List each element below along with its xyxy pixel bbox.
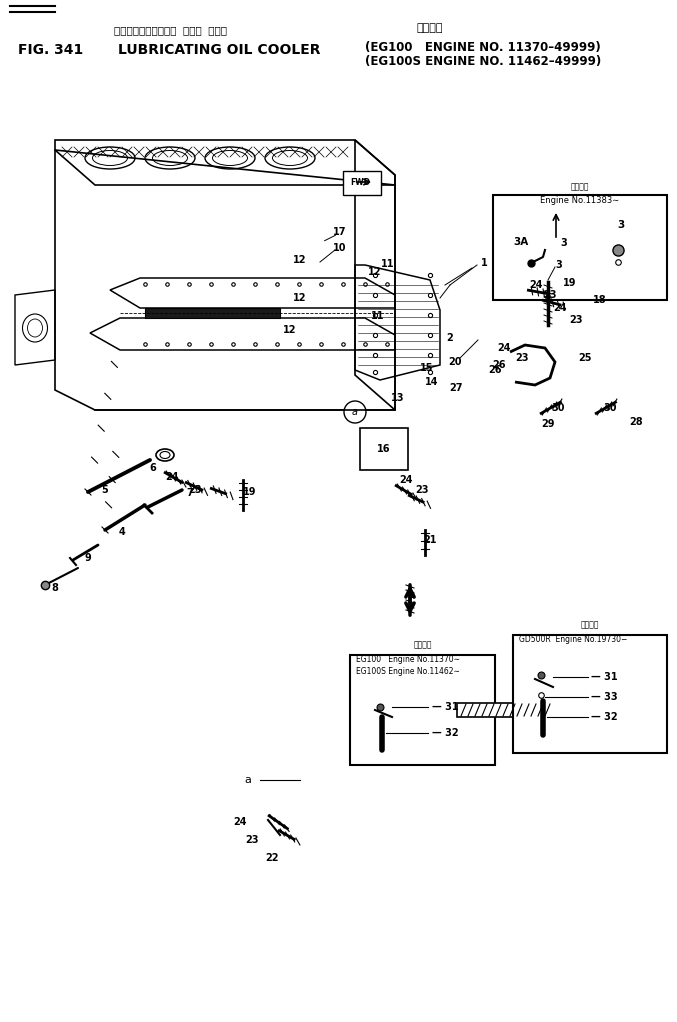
Text: 20: 20	[448, 357, 462, 367]
Text: 14: 14	[425, 377, 439, 387]
Text: 3: 3	[560, 238, 567, 248]
Text: 23: 23	[569, 315, 583, 325]
Text: (EG100S ENGINE NO. 11462–49999): (EG100S ENGINE NO. 11462–49999)	[365, 54, 601, 67]
Text: 24: 24	[165, 472, 179, 482]
Text: — 31: — 31	[591, 672, 617, 682]
Text: GD500R  Engine No.19730−: GD500R Engine No.19730−	[519, 635, 628, 644]
Text: 29: 29	[541, 419, 554, 429]
Text: 24: 24	[399, 475, 413, 485]
Text: 12: 12	[293, 293, 307, 303]
Text: 16: 16	[377, 444, 391, 454]
Text: 19: 19	[563, 278, 577, 288]
Text: 23: 23	[415, 485, 429, 495]
Text: 23: 23	[245, 835, 259, 845]
Text: Engine No.11383∼: Engine No.11383∼	[540, 195, 619, 204]
Text: 24: 24	[497, 343, 510, 353]
FancyBboxPatch shape	[343, 171, 381, 195]
Text: 27: 27	[450, 383, 463, 393]
Text: 11: 11	[381, 259, 395, 269]
Text: 12: 12	[293, 256, 307, 265]
Text: EG100   Engine No.11370∼: EG100 Engine No.11370∼	[356, 654, 460, 663]
Text: 9: 9	[85, 553, 91, 563]
Text: 15: 15	[420, 363, 434, 373]
Text: 18: 18	[593, 295, 607, 305]
Text: 23: 23	[515, 353, 529, 363]
Text: 3: 3	[617, 220, 625, 230]
Text: 適用機種: 適用機種	[413, 641, 432, 650]
Text: 適用号機: 適用号機	[417, 24, 443, 33]
Text: — 32: — 32	[432, 728, 458, 738]
Text: 19: 19	[243, 487, 257, 497]
Bar	[493, 195, 667, 300]
Text: 30: 30	[603, 403, 617, 413]
Text: 24: 24	[529, 280, 543, 290]
Text: 24: 24	[553, 303, 567, 313]
Text: 1: 1	[481, 258, 487, 268]
Text: 11: 11	[371, 311, 385, 321]
Text: 6: 6	[150, 463, 156, 473]
Text: 3A: 3A	[513, 237, 529, 247]
Circle shape	[344, 401, 366, 423]
Text: EG100S Engine No.11462∼: EG100S Engine No.11462∼	[356, 666, 460, 676]
Text: a: a	[244, 775, 251, 785]
Text: 12: 12	[283, 325, 297, 335]
Text: 28: 28	[629, 417, 643, 427]
Text: 13: 13	[391, 393, 405, 403]
Text: a: a	[352, 407, 358, 417]
Text: 26: 26	[492, 360, 506, 370]
Text: 5: 5	[102, 485, 108, 495]
Bar	[360, 428, 408, 470]
Text: (EG100   ENGINE NO. 11370–49999): (EG100 ENGINE NO. 11370–49999)	[365, 41, 600, 53]
Bar	[513, 635, 667, 753]
Text: 21: 21	[423, 535, 437, 545]
Bar	[350, 655, 495, 765]
Text: 24: 24	[234, 817, 246, 827]
Text: 23: 23	[188, 485, 202, 495]
Text: 23: 23	[543, 290, 556, 300]
FancyArrow shape	[457, 700, 553, 721]
Text: FIG. 341: FIG. 341	[18, 43, 83, 57]
Text: 2: 2	[447, 333, 454, 343]
Text: 7: 7	[187, 487, 194, 498]
Text: FWD: FWD	[350, 178, 370, 186]
Text: 12: 12	[368, 267, 382, 277]
Text: 22: 22	[265, 853, 279, 863]
Polygon shape	[145, 308, 280, 318]
Text: — 33: — 33	[591, 692, 617, 702]
Text: 30: 30	[551, 403, 565, 413]
Text: 17: 17	[333, 227, 347, 237]
Text: — 31: — 31	[432, 702, 458, 712]
Text: 26: 26	[488, 365, 502, 375]
Text: — 32: — 32	[591, 712, 617, 722]
Text: 25: 25	[578, 353, 592, 363]
Text: LUBRICATING OIL COOLER: LUBRICATING OIL COOLER	[118, 43, 320, 57]
Text: 4: 4	[118, 527, 125, 537]
Text: 3: 3	[556, 260, 563, 270]
Text: 10: 10	[333, 243, 347, 253]
Text: 8: 8	[51, 583, 58, 593]
Text: ルーブリケーティング  オイル  クーラ: ルーブリケーティング オイル クーラ	[114, 25, 227, 35]
Text: 適用号機: 適用号機	[581, 620, 599, 630]
Text: 適用号機: 適用号機	[571, 183, 589, 191]
